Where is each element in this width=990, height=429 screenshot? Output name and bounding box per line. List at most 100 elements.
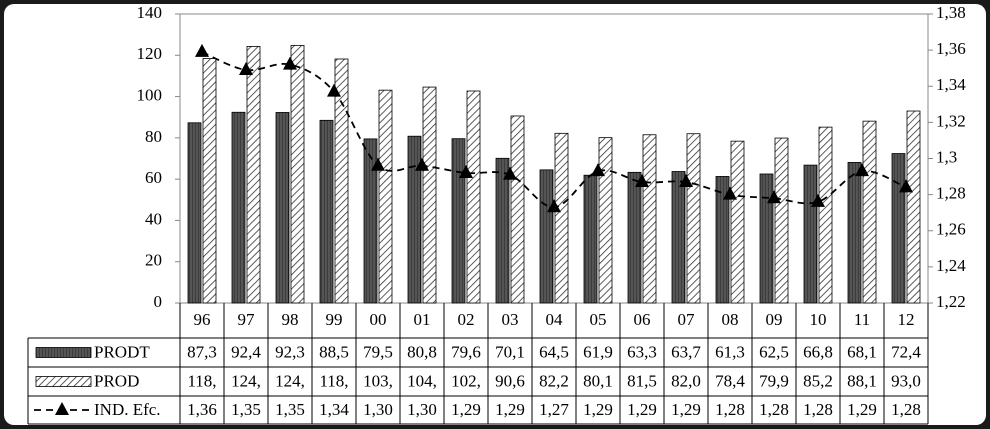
y-tick-label: 20: [145, 251, 162, 270]
bar: [466, 90, 481, 304]
marker: [283, 56, 297, 70]
bar: [290, 44, 305, 304]
bar: [231, 111, 246, 304]
x-tick-label: 97: [238, 310, 256, 329]
data-label: 61,9: [583, 342, 613, 361]
y2-tick-label: 1,26: [936, 220, 966, 239]
data-label: 63,3: [627, 342, 657, 361]
marker: [503, 166, 517, 180]
data-label: 90,6: [495, 371, 525, 390]
y-tick-label: 0: [154, 292, 163, 311]
data-label: 1,35: [275, 400, 305, 419]
y-tick-label: 120: [137, 44, 163, 63]
data-label: 1,35: [231, 400, 261, 419]
x-tick-label: 06: [634, 310, 651, 329]
legend-key: [55, 402, 69, 415]
x-tick-label: 07: [678, 310, 696, 329]
marker: [635, 173, 649, 187]
bar: [627, 171, 642, 304]
marker: [327, 83, 341, 97]
bar: [378, 89, 393, 304]
legend-label: PRODT: [94, 342, 150, 361]
data-label: 93,0: [891, 371, 921, 390]
bar: [774, 137, 789, 304]
bar: [803, 164, 818, 304]
data-label: 1,29: [495, 400, 525, 419]
bar: [671, 171, 686, 304]
data-label: 124,: [231, 371, 261, 390]
y2-tick-label: 1,3: [936, 147, 957, 166]
marker: [459, 164, 473, 178]
data-label: 85,2: [803, 371, 833, 390]
y2-tick-label: 1,34: [936, 75, 966, 94]
marker: [591, 163, 605, 177]
bar: [246, 46, 261, 304]
data-label: 61,3: [715, 342, 745, 361]
bar: [715, 176, 730, 304]
bar: [202, 58, 217, 304]
bar: [642, 134, 657, 304]
marker: [371, 157, 385, 171]
y2-tick-label: 1,38: [936, 3, 966, 22]
marker: [239, 61, 253, 75]
data-label: 79,9: [759, 371, 789, 390]
data-label: 104,: [407, 371, 437, 390]
data-label: 64,5: [539, 342, 569, 361]
data-label: 1,27: [539, 400, 569, 419]
data-label: 124,: [275, 371, 305, 390]
data-label: 1,28: [715, 400, 745, 419]
data-label: 88,5: [319, 342, 349, 361]
data-label: 82,2: [539, 371, 569, 390]
legend-label: IND. Efc.: [94, 400, 161, 419]
legend-key: [35, 376, 92, 387]
marker: [811, 193, 825, 207]
data-label: 88,1: [847, 371, 877, 390]
bar: [759, 173, 774, 304]
legend-label: PROD: [94, 371, 139, 390]
data-label: 1,28: [803, 400, 833, 419]
data-label: 102,: [451, 371, 481, 390]
data-label: 92,3: [275, 342, 305, 361]
data-label: 1,28: [759, 400, 789, 419]
bar: [539, 169, 554, 304]
bar: [334, 58, 349, 304]
bar: [275, 112, 290, 304]
x-tick-label: 01: [414, 310, 431, 329]
data-label: 62,5: [759, 342, 789, 361]
data-label: 81,5: [627, 371, 657, 390]
data-label: 118,: [319, 371, 348, 390]
data-label: 103,: [363, 371, 393, 390]
x-tick-label: 00: [370, 310, 387, 329]
data-label: 78,4: [715, 371, 745, 390]
bar: [862, 120, 877, 304]
marker: [899, 179, 913, 193]
x-tick-label: 98: [282, 310, 299, 329]
y2-tick-label: 1,28: [936, 184, 966, 203]
data-label: 1,28: [891, 400, 921, 419]
x-tick-label: 03: [502, 310, 519, 329]
bar: [451, 138, 466, 304]
data-label: 1,29: [583, 400, 613, 419]
x-tick-label: 05: [590, 310, 607, 329]
marker: [855, 163, 869, 177]
bar: [363, 138, 378, 304]
bar: [686, 133, 701, 304]
bar: [598, 137, 613, 304]
data-label: 68,1: [847, 342, 877, 361]
data-label: 72,4: [891, 342, 921, 361]
bar: [319, 119, 334, 304]
bar: [422, 86, 437, 304]
data-label: 1,29: [627, 400, 657, 419]
data-label: 79,5: [363, 342, 393, 361]
data-label: 1,34: [319, 400, 349, 419]
x-tick-label: 08: [722, 310, 739, 329]
y-tick-label: 100: [137, 85, 163, 104]
y-tick-label: 40: [145, 209, 162, 228]
bar: [818, 126, 833, 304]
y-tick-label: 80: [145, 127, 162, 146]
x-tick-label: 04: [546, 310, 564, 329]
data-label: 66,8: [803, 342, 833, 361]
legend-key: [35, 347, 92, 358]
bar: [510, 115, 525, 304]
